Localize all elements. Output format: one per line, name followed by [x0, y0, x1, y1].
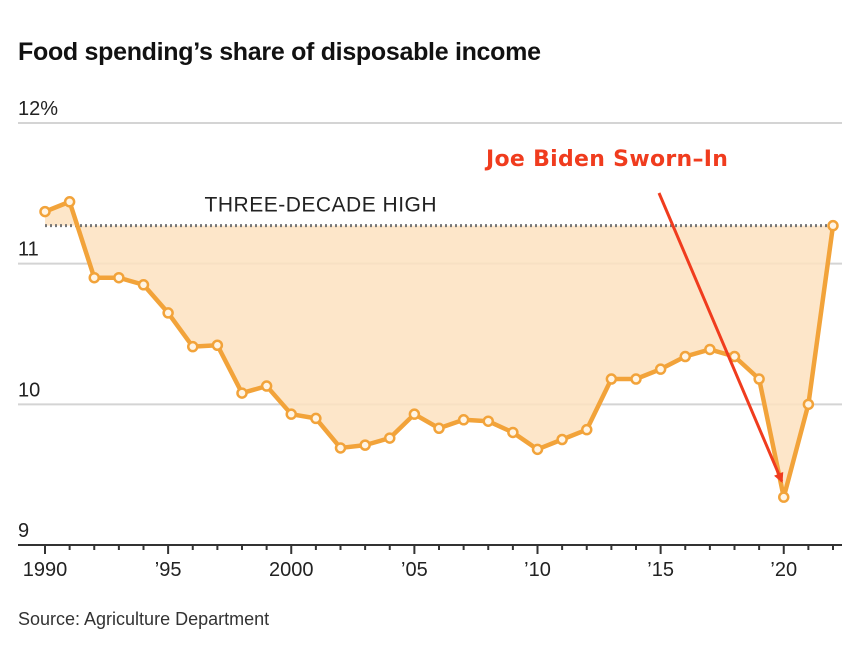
data-point: [359, 439, 371, 451]
data-points-layer: [39, 196, 839, 503]
data-point: [630, 373, 642, 385]
three-decade-high-label: THREE-DECADE HIGH: [205, 194, 438, 217]
data-point: [654, 363, 667, 375]
x-tick-label: ’95: [155, 559, 182, 581]
data-point: [827, 219, 839, 232]
y-tick-label: 12%: [18, 98, 58, 120]
data-point: [753, 373, 765, 385]
data-point: [384, 432, 396, 444]
data-point: [531, 443, 544, 456]
x-tick-label: ’10: [524, 559, 551, 581]
data-point: [679, 350, 691, 363]
data-point: [482, 415, 494, 427]
reference-line-layer: THREE-DECADE HIGH: [45, 194, 833, 228]
x-tick-label: 2000: [269, 559, 314, 581]
data-point: [433, 422, 445, 434]
data-point: [310, 412, 322, 425]
data-point: [778, 491, 790, 503]
data-point: [605, 373, 618, 385]
data-point: [704, 343, 716, 356]
data-point: [63, 196, 76, 208]
data-point: [457, 414, 470, 426]
data-point: [187, 340, 199, 353]
x-tick-label: ’05: [401, 559, 428, 581]
data-point: [334, 442, 347, 454]
data-point: [507, 426, 519, 439]
y-tick-label: 11: [18, 239, 39, 261]
data-point: [113, 271, 125, 284]
data-point: [137, 279, 150, 291]
data-point: [39, 205, 51, 218]
axis-labels-layer: 12% 11 10 9 1990 ’95 2000 ’05 ’10 ’15 ’20: [18, 98, 797, 581]
data-point: [802, 398, 815, 411]
data-point: [581, 423, 593, 436]
source-note: Source: Agriculture Department: [18, 609, 270, 629]
x-tick-label: ’15: [647, 559, 674, 581]
data-point: [162, 307, 174, 319]
y-tick-label: 10: [18, 379, 40, 401]
data-point: [236, 387, 248, 399]
chart-title: Food spending’s share of disposable inco…: [18, 38, 541, 66]
area-fill: [45, 201, 833, 498]
x-tick-label: ’20: [770, 559, 797, 581]
data-point: [556, 433, 568, 446]
area-fill-layer: [45, 201, 833, 498]
data-point: [408, 408, 421, 420]
x-axis: [18, 544, 842, 554]
callout-arrow: [657, 192, 784, 484]
callout-layer: Joe Biden Sworn–In: [484, 147, 784, 484]
data-point: [211, 339, 224, 352]
callout-label: Joe Biden Sworn–In: [484, 147, 728, 172]
y-tick-label: 9: [18, 520, 29, 542]
x-tick-label: 1990: [23, 559, 68, 581]
data-point: [260, 380, 273, 392]
data-point: [88, 271, 100, 284]
data-point: [285, 408, 297, 420]
